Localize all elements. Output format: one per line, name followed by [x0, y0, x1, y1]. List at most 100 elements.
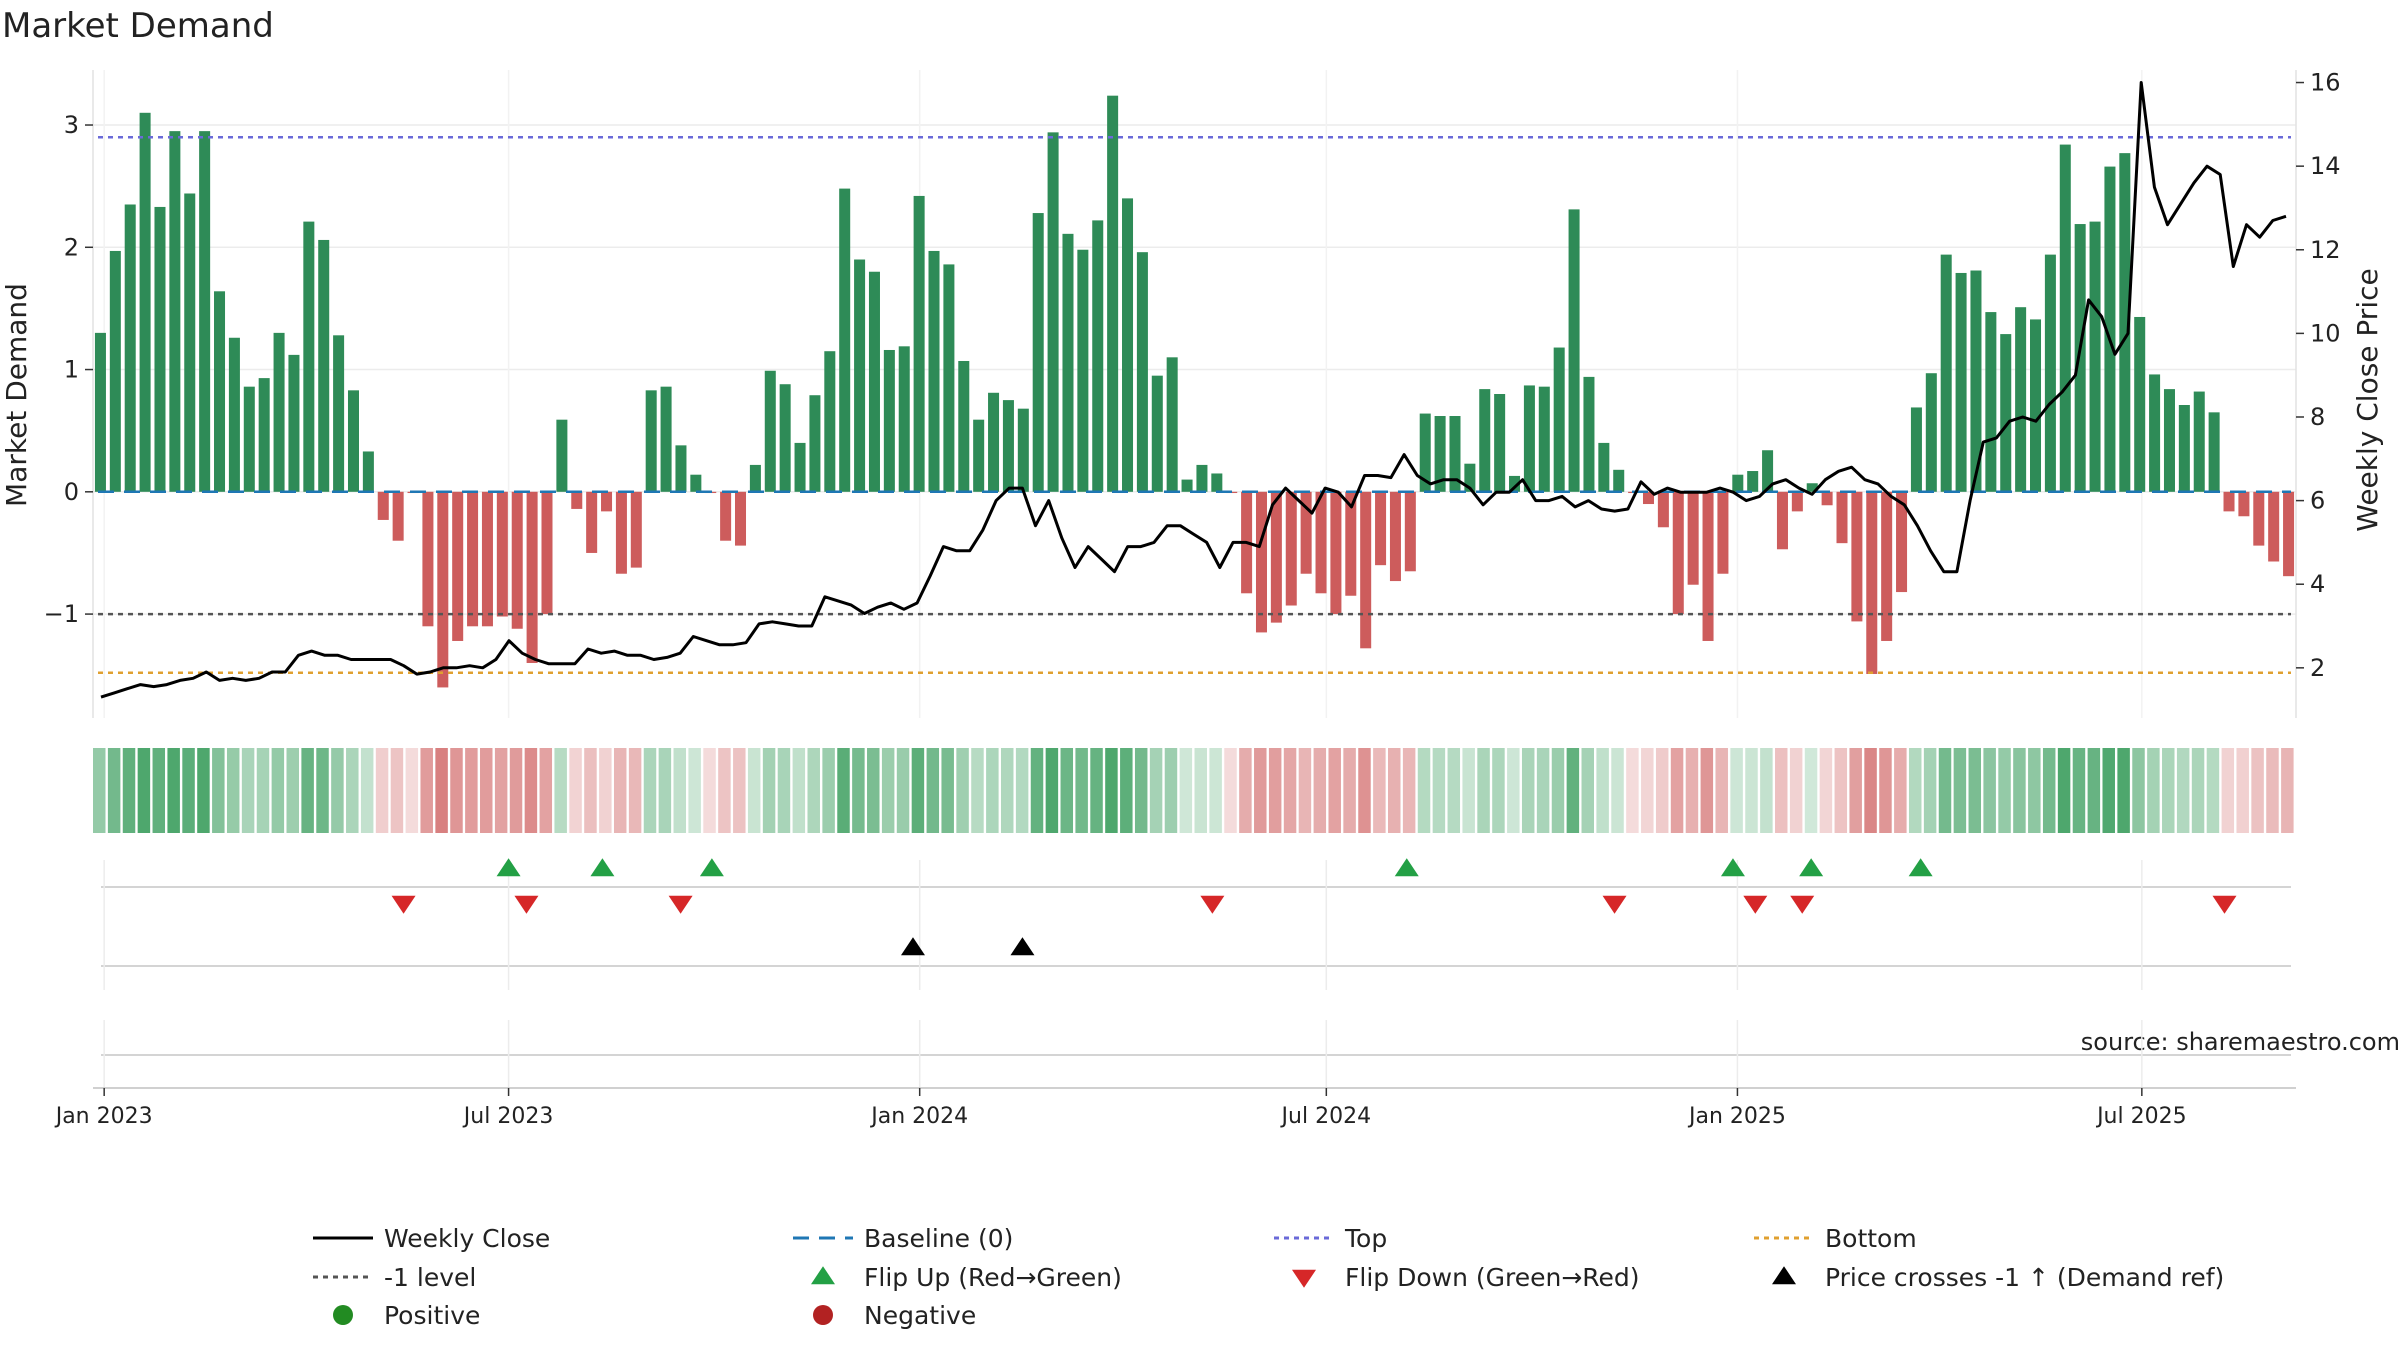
heat-cell	[747, 748, 761, 833]
heat-cell	[2042, 748, 2056, 833]
demand-bar	[1702, 491, 1714, 641]
x-tick-label: Jul 2023	[462, 1104, 554, 1129]
heat-cell	[2087, 748, 2101, 833]
heat-cell	[1611, 748, 1624, 833]
demand-bar	[1806, 483, 1818, 492]
demand-bar	[2253, 491, 2265, 546]
demand-bar	[764, 370, 776, 492]
heat-cell	[762, 748, 776, 833]
heat-cell	[2206, 748, 2220, 833]
demand-bar	[2223, 491, 2235, 512]
heat-cell	[643, 748, 657, 833]
demand-bar	[2208, 412, 2220, 492]
flip-down-marker	[1743, 895, 1768, 914]
heat-cell	[1000, 748, 1014, 833]
heat-cell	[2191, 748, 2205, 833]
heat-cell	[405, 748, 419, 833]
heat-cell	[1521, 748, 1535, 833]
x-tick-label: Jan 2023	[54, 1104, 153, 1129]
heat-cell	[2251, 748, 2264, 833]
heat-cell	[1507, 748, 1520, 833]
heat-cell	[1775, 748, 1788, 833]
heat-cell	[1477, 748, 1490, 833]
demand-bar	[1881, 491, 1893, 641]
demand-bar	[1136, 252, 1148, 492]
demand-bar	[2000, 334, 2012, 492]
heat-cell	[1641, 748, 1654, 833]
demand-bar	[422, 491, 434, 627]
heat-cell	[1596, 748, 1609, 833]
heat-cell	[1313, 748, 1327, 833]
legend-flip-down-label: Flip Down (Green→Red)	[1345, 1263, 1640, 1292]
demand-bar	[943, 264, 955, 492]
flip-up-marker	[1394, 858, 1419, 877]
heat-cell	[1060, 748, 1074, 833]
demand-bar	[839, 188, 851, 492]
demand-bar	[660, 386, 672, 492]
demand-bar	[2283, 491, 2295, 577]
legend-negative-swatch	[813, 1305, 833, 1325]
heat-cell	[792, 748, 806, 833]
heat-cell	[2162, 748, 2175, 833]
demand-bar	[184, 193, 196, 492]
heat-cell	[360, 748, 374, 833]
legend-positive-swatch	[333, 1305, 353, 1325]
heat-cell	[1715, 748, 1728, 833]
heat-cell	[1879, 748, 1892, 833]
heat-cell	[390, 748, 404, 833]
heat-cell	[2102, 748, 2115, 833]
demand-bar	[1479, 389, 1491, 492]
demand-bar	[228, 337, 240, 492]
heat-cell	[896, 748, 910, 833]
heat-cell	[1551, 748, 1565, 833]
demand-bar	[169, 131, 181, 492]
heat-cell	[1164, 748, 1178, 833]
flip-down-marker	[514, 895, 539, 914]
demand-bar	[124, 204, 136, 492]
heat-cell	[1402, 748, 1416, 833]
heat-cell	[1224, 748, 1237, 833]
demand-bar	[377, 491, 389, 520]
heat-cell	[1149, 748, 1163, 833]
heat-cell	[1581, 748, 1594, 833]
y-tick-label: 0	[64, 478, 79, 506]
heat-cell	[509, 748, 523, 833]
demand-bar	[675, 445, 687, 492]
demand-bar	[749, 464, 761, 492]
demand-bar	[1553, 347, 1565, 492]
demand-bar	[1642, 491, 1655, 505]
demand-bar	[1092, 220, 1104, 492]
y2-tick-label: 16	[2310, 69, 2341, 97]
demand-bar	[333, 335, 345, 492]
heat-cell	[1090, 748, 1103, 833]
heat-cell	[599, 748, 612, 833]
demand-bar	[630, 491, 642, 568]
demand-bar	[868, 271, 880, 492]
demand-bar	[794, 442, 806, 492]
heat-cell	[867, 748, 880, 833]
demand-bar	[973, 419, 985, 492]
heat-cell	[1343, 748, 1356, 833]
heat-cell	[941, 748, 954, 833]
heat-cell	[881, 748, 895, 833]
heat-cell	[1670, 748, 1684, 833]
heat-cell	[539, 748, 553, 833]
heat-cell	[1179, 748, 1193, 833]
flip-down-marker	[391, 895, 416, 914]
demand-bar	[2163, 389, 2175, 492]
heat-cell	[286, 748, 299, 833]
heat-cell	[1254, 748, 1267, 833]
demand-bar	[809, 395, 821, 492]
heat-cell	[1908, 748, 1922, 833]
demand-bar	[1821, 491, 1833, 506]
heat-cell	[2281, 748, 2294, 833]
flip-up-marker	[1720, 858, 1745, 877]
heat-cell	[182, 748, 195, 833]
demand-bar	[2193, 391, 2205, 492]
demand-bar	[1672, 491, 1684, 615]
heat-cell	[613, 748, 627, 833]
legend-weekly-close-label: Weekly Close	[384, 1224, 550, 1253]
weekly-close-series	[100, 81, 2287, 699]
heat-cell	[122, 748, 136, 833]
